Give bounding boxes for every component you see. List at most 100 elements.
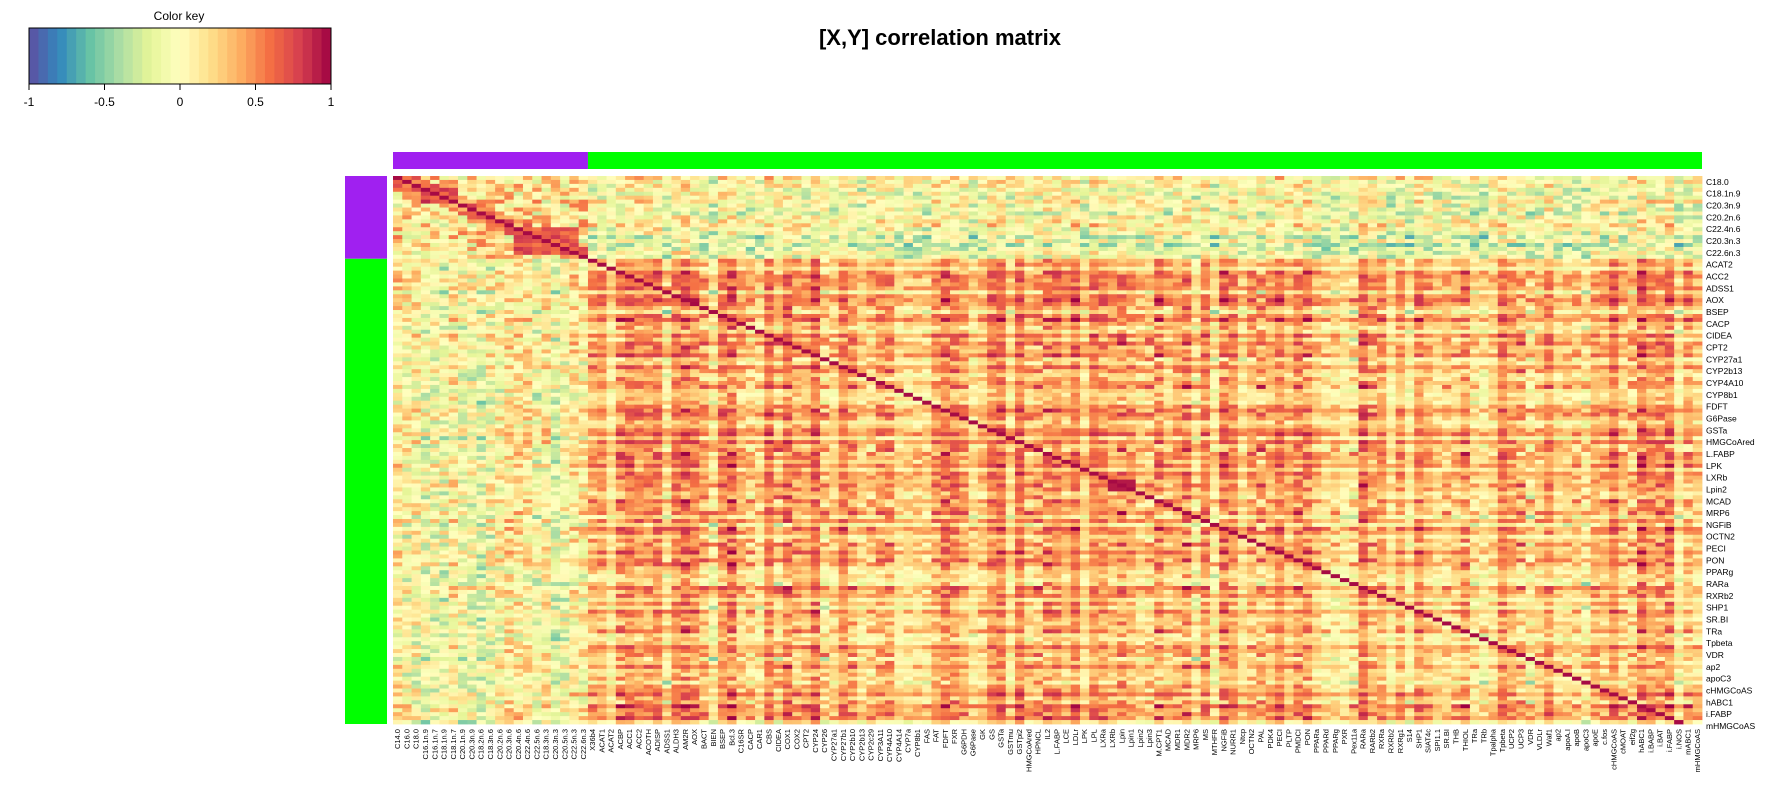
heatmap-cell — [996, 208, 1006, 212]
heatmap-cell — [1618, 247, 1628, 251]
heatmap-cell — [458, 267, 468, 271]
heatmap-cell — [1080, 239, 1090, 243]
heatmap-cell — [681, 271, 691, 275]
heatmap-cell — [1294, 239, 1304, 243]
heatmap-cell — [523, 235, 533, 239]
heatmap-cell — [1201, 235, 1211, 239]
heatmap-cell — [1433, 196, 1443, 200]
heatmap-cell — [839, 251, 849, 255]
heatmap-cell — [941, 227, 951, 231]
heatmap-cell — [634, 275, 644, 279]
heatmap-cell — [941, 211, 951, 215]
heatmap-cell — [1563, 275, 1573, 279]
heatmap-cell — [1451, 219, 1461, 223]
heatmap-cell — [1061, 184, 1071, 188]
heatmap-cell — [737, 200, 747, 204]
heatmap-cell — [1034, 211, 1044, 215]
heatmap-cell — [1247, 282, 1257, 286]
heatmap-cell — [1507, 219, 1517, 223]
heatmap-cell — [848, 231, 858, 235]
heatmap-cell — [1498, 196, 1508, 200]
heatmap-cell — [1108, 263, 1118, 267]
heatmap-cell — [1386, 235, 1396, 239]
heatmap-cell — [1117, 275, 1127, 279]
heatmap-cell — [1488, 259, 1498, 263]
heatmap-cell — [681, 279, 691, 283]
heatmap-cell — [1043, 306, 1053, 310]
heatmap-cell — [421, 286, 431, 290]
heatmap-cell — [792, 294, 802, 298]
heatmap-cell — [1061, 243, 1071, 247]
heatmap-cell — [644, 208, 654, 212]
heatmap-cell — [1396, 239, 1406, 243]
heatmap-cell — [1516, 298, 1526, 302]
heatmap-cell — [1646, 271, 1656, 275]
heatmap-cell — [1442, 259, 1452, 263]
heatmap-cell — [857, 204, 867, 208]
heatmap-cell — [737, 208, 747, 212]
heatmap-cell — [597, 235, 607, 239]
heatmap-cell — [1451, 310, 1461, 314]
heatmap-cell — [393, 314, 403, 318]
heatmap-cell — [1693, 298, 1703, 302]
heatmap-cell — [1359, 180, 1369, 184]
heatmap-cell — [1451, 215, 1461, 219]
heatmap-cell — [477, 208, 487, 212]
heatmap-cell — [1126, 279, 1136, 283]
heatmap-cell — [1386, 267, 1396, 271]
heatmap-cell — [1591, 180, 1601, 184]
heatmap-cell — [718, 180, 728, 184]
heatmap-cell — [412, 231, 422, 235]
heatmap-cell — [1331, 286, 1341, 290]
heatmap-cell — [1535, 275, 1545, 279]
heatmap-cell — [634, 239, 644, 243]
heatmap-cell — [1693, 176, 1703, 180]
heatmap-cell — [1451, 180, 1461, 184]
heatmap-cell — [848, 310, 858, 314]
heatmap-cell — [1461, 282, 1471, 286]
heatmap-cell — [1526, 251, 1536, 255]
heatmap-cell — [1173, 290, 1183, 294]
heatmap-cell — [551, 243, 561, 247]
heatmap-cell — [1126, 204, 1136, 208]
heatmap-cell — [1015, 227, 1025, 231]
heatmap-cell — [1312, 263, 1322, 267]
heatmap-cell — [987, 219, 997, 223]
heatmap-cell — [672, 188, 682, 192]
heatmap-cell — [1349, 215, 1359, 219]
heatmap-cell — [495, 263, 505, 267]
heatmap-cell — [402, 298, 412, 302]
heatmap-cell — [1396, 298, 1406, 302]
heatmap-cell — [1442, 188, 1452, 192]
heatmap-cell — [1201, 200, 1211, 204]
heatmap-cell — [458, 310, 468, 314]
heatmap-cell — [495, 275, 505, 279]
heatmap-cell — [699, 259, 709, 263]
heatmap-cell — [709, 231, 719, 235]
heatmap-cell — [922, 200, 932, 204]
heatmap-cell — [699, 215, 709, 219]
heatmap-cell — [1303, 282, 1313, 286]
heatmap-cell — [969, 227, 979, 231]
heatmap-cell — [1247, 306, 1257, 310]
heatmap-cell — [1637, 239, 1647, 243]
heatmap-cell — [811, 282, 821, 286]
heatmap-cell — [866, 294, 876, 298]
heatmap-cell — [1117, 184, 1127, 188]
heatmap-cell — [607, 267, 617, 271]
heatmap-cell — [532, 200, 542, 204]
heatmap-cell — [486, 200, 496, 204]
heatmap-cell — [653, 231, 663, 235]
heatmap-cell — [764, 259, 774, 263]
heatmap-cell — [616, 208, 626, 212]
heatmap-cell — [644, 267, 654, 271]
heatmap-cell — [1498, 298, 1508, 302]
heatmap-cell — [1507, 263, 1517, 267]
heatmap-cell — [1618, 192, 1628, 196]
heatmap-cell — [1210, 298, 1220, 302]
heatmap-cell — [1572, 267, 1582, 271]
heatmap-cell — [894, 306, 904, 310]
heatmap-cell — [1312, 306, 1322, 310]
heatmap-cell — [1238, 290, 1248, 294]
heatmap-cell — [1600, 251, 1610, 255]
